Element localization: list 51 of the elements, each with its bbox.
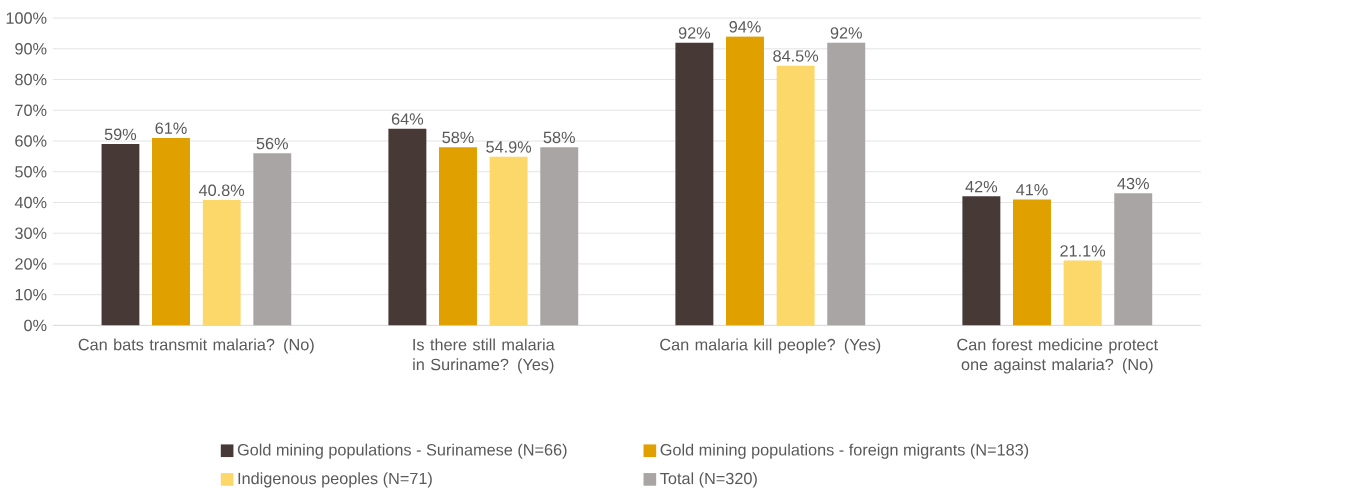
x-tick-label: Can bats transmit malaria? (No) <box>78 338 314 354</box>
data-label: 64% <box>391 113 424 125</box>
legend-label: Gold mining populations - foreign migrants (N=183) <box>660 443 1029 459</box>
bar <box>152 138 190 326</box>
x-tick-label: Can malaria kill people? (Yes) <box>660 338 881 354</box>
bar <box>1013 199 1051 326</box>
y-tick-label: 100% <box>6 12 47 24</box>
y-tick-label: 60% <box>15 135 47 147</box>
x-tick-label: Is there still malaria in Suriname? (Yes) <box>413 338 555 374</box>
legend-label: Gold mining populations - Surinamese (N=66) <box>237 443 567 459</box>
data-label: 54.9% <box>486 141 532 153</box>
data-label: 41% <box>1016 184 1048 196</box>
bar <box>489 156 528 326</box>
y-tick-label: 70% <box>15 104 47 117</box>
data-label: 58% <box>442 131 474 144</box>
bar <box>726 36 764 326</box>
data-label: 58% <box>543 131 575 144</box>
bar <box>1114 193 1153 326</box>
data-label: 92% <box>830 27 862 39</box>
bar <box>202 200 241 326</box>
y-tick-label: 80% <box>15 73 47 86</box>
bar <box>1063 260 1102 326</box>
y-tick-label: 10% <box>15 289 47 301</box>
bar <box>675 42 714 326</box>
bar <box>439 147 477 326</box>
bar <box>253 153 292 326</box>
bar <box>962 196 1001 326</box>
data-label: 61% <box>155 122 187 135</box>
data-label: 40.8% <box>198 184 245 197</box>
data-label: 92% <box>678 27 711 39</box>
data-label: 43% <box>1117 177 1149 190</box>
y-tick-label: 20% <box>15 258 47 270</box>
y-tick-label: 50% <box>15 166 47 178</box>
y-tick-label: 30% <box>15 227 47 240</box>
y-tick-label: 40% <box>14 196 47 209</box>
bar <box>388 128 427 326</box>
data-label: 84.5% <box>773 50 819 62</box>
bar <box>827 42 866 326</box>
data-label: 21.1% <box>1060 245 1106 257</box>
bar <box>101 144 140 326</box>
data-label: 56% <box>256 137 288 150</box>
data-label: 94% <box>729 21 761 33</box>
x-tick-label: Can forest medicine protect one against malaria? (No) <box>957 338 1158 374</box>
data-label: 59% <box>104 128 137 141</box>
legend-label: Indigenous peoples (N=71) <box>238 472 432 488</box>
y-tick-label: 0% <box>24 319 47 332</box>
y-tick-label: 90% <box>15 43 47 55</box>
bar <box>540 147 579 326</box>
bar <box>776 65 815 326</box>
legend-label: Total (N=320) <box>660 472 757 488</box>
data-label: 42% <box>965 181 998 193</box>
